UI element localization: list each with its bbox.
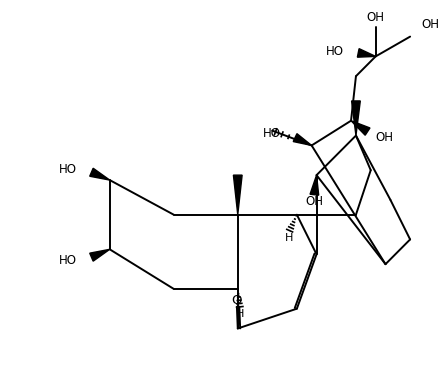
Text: H: H bbox=[236, 309, 244, 319]
Text: H: H bbox=[285, 233, 293, 243]
Polygon shape bbox=[90, 249, 110, 261]
Polygon shape bbox=[233, 175, 242, 215]
Polygon shape bbox=[90, 168, 110, 180]
Polygon shape bbox=[293, 134, 312, 145]
Polygon shape bbox=[351, 101, 360, 135]
Text: OH: OH bbox=[367, 10, 385, 24]
Text: HO: HO bbox=[326, 45, 344, 58]
Text: O: O bbox=[232, 294, 242, 307]
Polygon shape bbox=[310, 175, 319, 195]
Polygon shape bbox=[351, 121, 370, 135]
Text: HO: HO bbox=[59, 254, 77, 267]
Polygon shape bbox=[358, 49, 376, 57]
Text: OH: OH bbox=[305, 195, 324, 208]
Text: HO: HO bbox=[59, 163, 77, 176]
Text: OH: OH bbox=[375, 131, 393, 144]
Text: OH: OH bbox=[421, 18, 439, 31]
Text: HO: HO bbox=[263, 127, 281, 140]
